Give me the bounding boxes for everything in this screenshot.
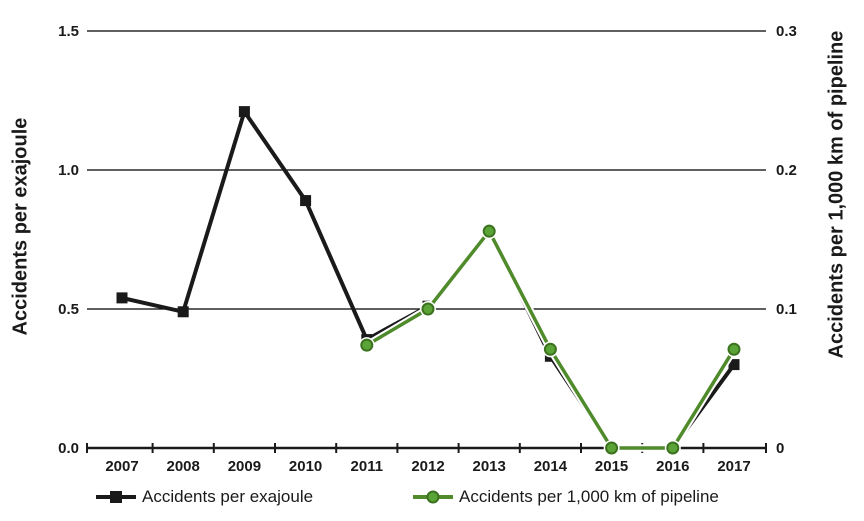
circle-marker [605,441,619,455]
circle-marker [360,338,374,352]
series-line-pipeline [365,227,736,450]
left-axis-tick-label: 0.5 [58,301,79,318]
legend-item-exajoule: Accidents per exajoule [95,486,313,508]
circle-marker [727,342,741,356]
x-axis-year-label: 2010 [289,458,322,475]
circle-marker [666,441,680,455]
series-line-exajoule [121,107,736,450]
right-axis-tick-label: 0.1 [776,301,797,318]
black-line-square-marker-icon [96,491,136,503]
series-line-casing [364,224,738,452]
x-axis-year-label: 2017 [717,458,750,475]
left-axis-tick-label: 1.5 [58,23,79,40]
legend-label-pipeline: Accidents per 1,000 km of pipeline [459,487,719,506]
square-marker [300,195,312,207]
x-axis-year-label: 2016 [656,458,689,475]
square-marker [238,106,250,118]
square-marker [728,359,740,371]
x-axis-year-label: 2009 [228,458,261,475]
circle-marker [543,342,557,356]
legend-item-pipeline: Accidents per 1,000 km of pipeline [412,486,719,508]
x-axis-year-label: 2014 [534,458,568,475]
left-axis-title: Accidents per exajoule [9,117,32,336]
circle-marker [421,302,435,316]
square-marker [177,306,189,318]
circle-marker [482,224,496,238]
green-line-circle-marker-icon [413,490,453,504]
x-axis-year-label: 2012 [411,458,444,475]
x-axis-year-label: 2013 [473,458,506,475]
square-marker [116,292,128,304]
right-axis-tick-label: 0 [776,440,784,457]
left-axis-tick-label: 1.0 [58,162,79,179]
right-axis-title: Accidents per 1,000 km of pipeline [825,30,848,359]
x-axis-year-label: 2015 [595,458,628,475]
x-axis-year-label: 2008 [167,458,200,475]
left-axis-tick-label: 0.0 [58,440,79,457]
legend-label-exajoule: Accidents per exajoule [142,487,314,506]
x-axis-year-label: 2007 [105,458,138,475]
right-axis-tick-label: 0.3 [776,23,797,40]
x-axis-year-label: 2011 [351,458,384,475]
right-axis-tick-label: 0.2 [776,162,797,179]
